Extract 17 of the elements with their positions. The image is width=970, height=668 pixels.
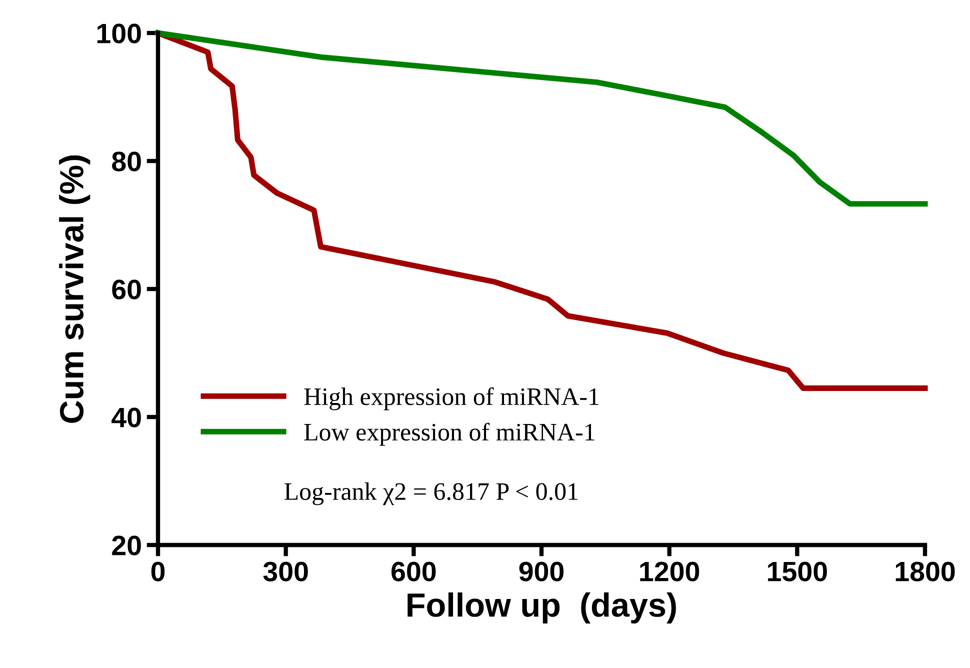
x-tick-label: 1800 — [896, 562, 955, 582]
x-tick-label: 600 — [392, 562, 436, 582]
legend-label: High expression of miRNA-1 — [304, 387, 599, 410]
y-tick-label: 100 — [97, 24, 141, 44]
x-tick-label: 0 — [151, 562, 165, 582]
y-axis-title: Cum survival (%) — [59, 155, 90, 423]
x-tick-label: 1200 — [640, 562, 700, 582]
annotation: Log-rank χ2 = 6.817 P < 0.01 — [284, 482, 578, 506]
y-tick-label: 40 — [112, 408, 141, 428]
y-tick-label: 20 — [112, 536, 141, 556]
x-tick-label: 900 — [519, 562, 564, 582]
legend-label: Low expression of miRNA-1 — [304, 422, 594, 446]
y-tick-label: 60 — [112, 280, 141, 300]
y-tick-label: 80 — [112, 152, 141, 172]
x-axis-title: Follow up (days) — [408, 592, 676, 624]
x-tick-label: 300 — [263, 562, 308, 582]
x-tick-label: 1500 — [768, 562, 827, 582]
